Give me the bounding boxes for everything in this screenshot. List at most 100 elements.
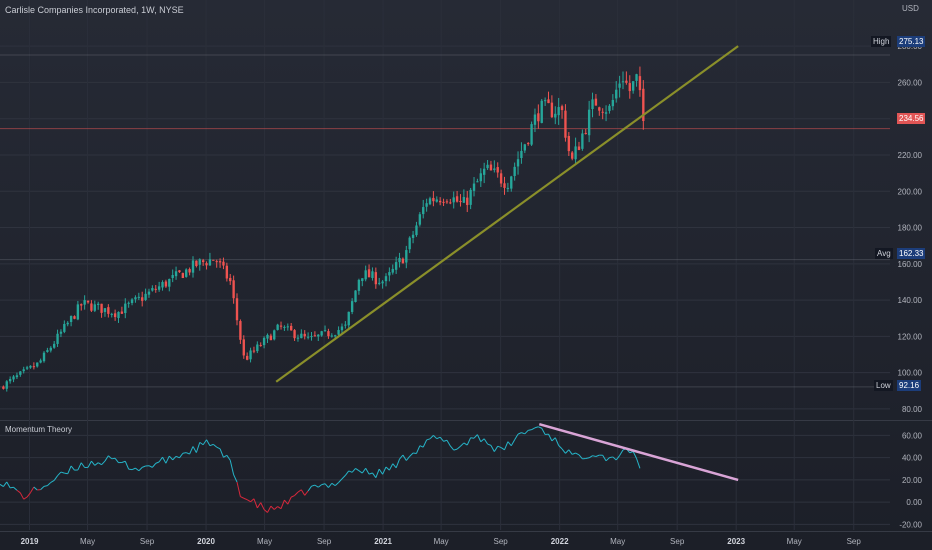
- momentum-line-segment: [260, 502, 265, 510]
- candle-down: [181, 273, 185, 279]
- candle-down: [303, 333, 306, 337]
- candle-down: [154, 288, 157, 290]
- momentum-line-segment: [199, 441, 204, 446]
- osc-tick-label: 0.00: [906, 498, 922, 507]
- momentum-line-segment: [426, 438, 431, 441]
- candle-down: [195, 260, 198, 266]
- price-tick-label: 160.00: [898, 260, 923, 269]
- avg-value-tag: 162.33: [897, 248, 926, 259]
- momentum-line-segment: [195, 442, 201, 453]
- indicator-title[interactable]: Momentum Theory: [5, 425, 72, 434]
- momentum-line-segment: [476, 434, 482, 442]
- momentum-line-segment: [253, 498, 258, 509]
- candle-up: [516, 159, 520, 167]
- momentum-line-segment: [23, 496, 28, 500]
- momentum-line-segment: [121, 460, 126, 463]
- candle-up: [391, 268, 394, 273]
- momentum-line-segment: [355, 468, 360, 472]
- price-tick-label: 200.00: [898, 187, 923, 196]
- candle-down: [232, 280, 235, 299]
- momentum-line-segment: [43, 485, 48, 487]
- candle-up: [469, 189, 472, 205]
- momentum-line-segment: [483, 438, 488, 445]
- momentum-line-segment: [361, 467, 367, 474]
- momentum-line-segment: [531, 427, 536, 431]
- momentum-line-segment: [40, 486, 45, 490]
- price-tick-label: 80.00: [902, 405, 923, 414]
- momentum-line-segment: [375, 468, 380, 478]
- momentum-line-segment: [341, 475, 346, 480]
- momentum-line-segment: [314, 484, 319, 488]
- momentum-line-segment: [405, 456, 411, 461]
- candle-up: [296, 337, 300, 339]
- candle-up: [25, 367, 29, 369]
- momentum-line-segment: [439, 436, 444, 442]
- momentum-line-segment: [182, 452, 187, 454]
- candle-up: [286, 326, 289, 328]
- momentum-line-segment: [528, 429, 532, 431]
- candle-up: [523, 144, 526, 151]
- momentum-line-segment: [108, 455, 113, 460]
- momentum-line-segment: [602, 454, 607, 462]
- candle-up: [19, 371, 22, 375]
- pane-separator: [0, 420, 932, 421]
- momentum-line-segment: [236, 481, 241, 497]
- momentum-line-segment: [209, 443, 214, 447]
- momentum-line-segment: [297, 489, 302, 493]
- candle-up: [540, 100, 543, 123]
- candle-down: [313, 335, 317, 337]
- candle-down: [279, 325, 283, 327]
- candle-up: [97, 303, 100, 305]
- momentum-line-segment: [463, 442, 468, 446]
- momentum-line-segment: [460, 442, 465, 447]
- momentum-line-segment: [416, 445, 421, 454]
- candle-up: [306, 336, 310, 338]
- candle-down: [90, 303, 93, 311]
- momentum-line-segment: [632, 451, 637, 459]
- candle-up: [608, 105, 611, 111]
- candle-down: [625, 80, 628, 83]
- candle-up: [510, 176, 513, 189]
- candle-up: [330, 335, 334, 337]
- candle-up: [618, 83, 621, 88]
- momentum-line-segment: [223, 454, 228, 458]
- candle-up: [137, 296, 141, 298]
- candle-down: [120, 311, 124, 314]
- high-label: High: [871, 36, 892, 47]
- time-tick-label: May: [434, 537, 449, 546]
- candle-up: [83, 300, 86, 305]
- momentum-line-segment: [94, 462, 99, 466]
- momentum-line-segment: [612, 456, 617, 461]
- candle-up: [347, 311, 350, 326]
- time-tick-label: Sep: [494, 537, 509, 546]
- momentum-line-segment: [162, 456, 167, 464]
- candle-down: [32, 366, 36, 368]
- momentum-line-segment: [155, 461, 160, 464]
- candle-up: [266, 334, 269, 339]
- momentum-line-segment: [142, 465, 146, 468]
- momentum-line-segment: [114, 457, 119, 463]
- momentum-line-segment: [219, 448, 224, 458]
- candle-up: [52, 343, 56, 348]
- momentum-line-segment: [300, 489, 306, 496]
- candle-down: [201, 260, 205, 263]
- candle-up: [171, 274, 174, 279]
- candle-up: [394, 262, 398, 270]
- high-value-tag: 275.13: [897, 36, 926, 47]
- candle-up: [591, 99, 594, 110]
- momentum-line-segment: [317, 484, 322, 488]
- momentum-line-segment: [250, 498, 255, 503]
- candle-up: [513, 166, 516, 176]
- candle-up: [530, 124, 533, 145]
- candle-up: [428, 198, 432, 205]
- candle-down: [442, 201, 445, 203]
- momentum-line-segment: [504, 441, 509, 451]
- candle-down: [188, 269, 191, 273]
- momentum-line-segment: [175, 455, 180, 459]
- candle-up: [127, 302, 130, 304]
- candle-up: [587, 109, 591, 136]
- momentum-line-segment: [351, 468, 356, 473]
- candle-down: [459, 200, 462, 203]
- momentum-line-segment: [104, 455, 109, 462]
